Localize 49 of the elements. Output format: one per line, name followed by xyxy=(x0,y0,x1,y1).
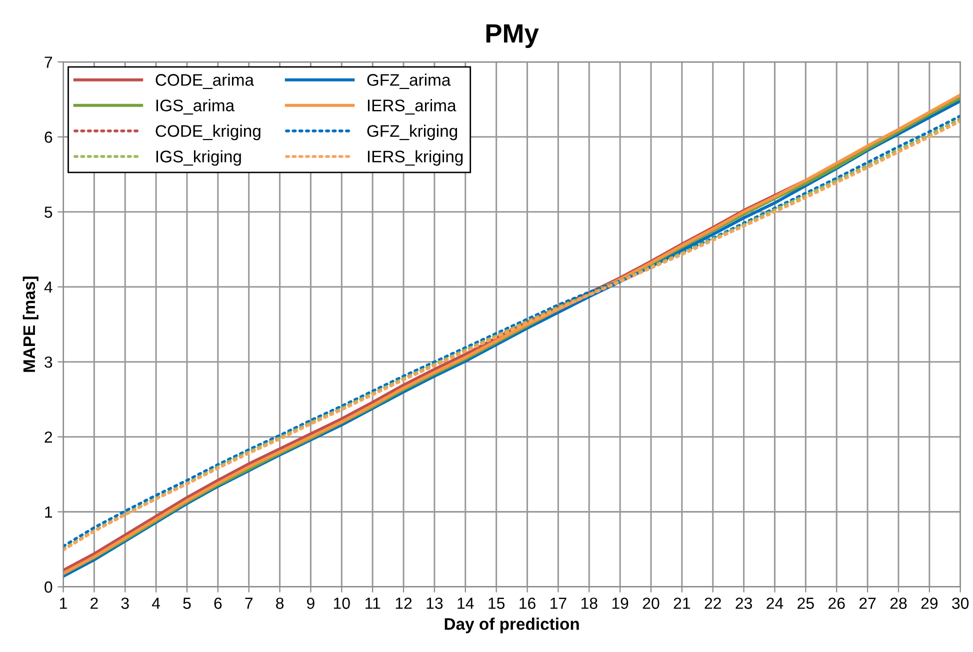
x-tick-label: 6 xyxy=(214,598,222,609)
x-tick-label: 25 xyxy=(798,598,814,609)
x-tick-label: 2 xyxy=(90,598,98,609)
x-tick-label: 14 xyxy=(458,598,474,609)
legend-label: IGS_kriging xyxy=(156,150,241,166)
x-tick-label: 3 xyxy=(121,598,129,609)
y-tick-label: 7 xyxy=(44,56,52,68)
y-tick-label: 4 xyxy=(44,282,52,293)
legend-label: IERS_arima xyxy=(368,99,456,115)
x-tick-label: 22 xyxy=(704,598,721,609)
x-tick-label: 7 xyxy=(245,598,252,609)
y-tick-label: 3 xyxy=(44,356,52,368)
x-tick-label: 30 xyxy=(952,598,969,609)
y-tick-label: 6 xyxy=(44,132,52,143)
x-tick-label: 17 xyxy=(550,598,566,609)
y-tick-label: 1 xyxy=(45,506,52,518)
x-tick-label: 11 xyxy=(366,598,380,609)
x-tick-label: 24 xyxy=(766,598,784,609)
y-tick-label: 5 xyxy=(44,206,52,218)
x-tick-label: 23 xyxy=(736,598,752,609)
legend-label: GFZ_kriging xyxy=(367,124,458,140)
x-tick-label: 5 xyxy=(183,598,191,609)
legend-label: IERS_kriging xyxy=(368,150,463,166)
x-tick-label: 29 xyxy=(921,598,938,609)
x-tick-label: 27 xyxy=(859,598,876,609)
x-tick-label: 16 xyxy=(520,598,536,609)
x-tick-label: 8 xyxy=(276,598,284,609)
y-tick-label: 0 xyxy=(44,581,52,593)
legend-label: CODE_kriging xyxy=(156,124,260,140)
x-tick-label: 10 xyxy=(334,598,350,609)
x-tick-label: 9 xyxy=(307,598,314,609)
chart-title: PMy xyxy=(486,24,539,48)
x-tick-label: 28 xyxy=(890,598,907,609)
y-tick-label: 2 xyxy=(44,431,52,443)
x-tick-label: 19 xyxy=(612,598,628,609)
y-axis-title: MAPE [mas] xyxy=(22,276,38,372)
x-tick-label: 15 xyxy=(488,598,505,609)
x-tick-label: 21 xyxy=(674,598,690,609)
x-tick-label: 18 xyxy=(581,598,598,609)
legend-label: IGS_arima xyxy=(156,99,235,115)
x-tick-label: 1 xyxy=(60,598,67,609)
x-tick-label: 13 xyxy=(426,598,443,609)
x-axis-title: Day of prediction xyxy=(444,618,579,634)
x-tick-label: 12 xyxy=(396,598,412,609)
legend-label: CODE_arima xyxy=(156,74,254,89)
legend-label: GFZ_arima xyxy=(367,74,451,89)
x-tick-label: 26 xyxy=(828,598,845,609)
x-tick-label: 20 xyxy=(642,598,660,609)
x-tick-label: 4 xyxy=(152,598,160,609)
